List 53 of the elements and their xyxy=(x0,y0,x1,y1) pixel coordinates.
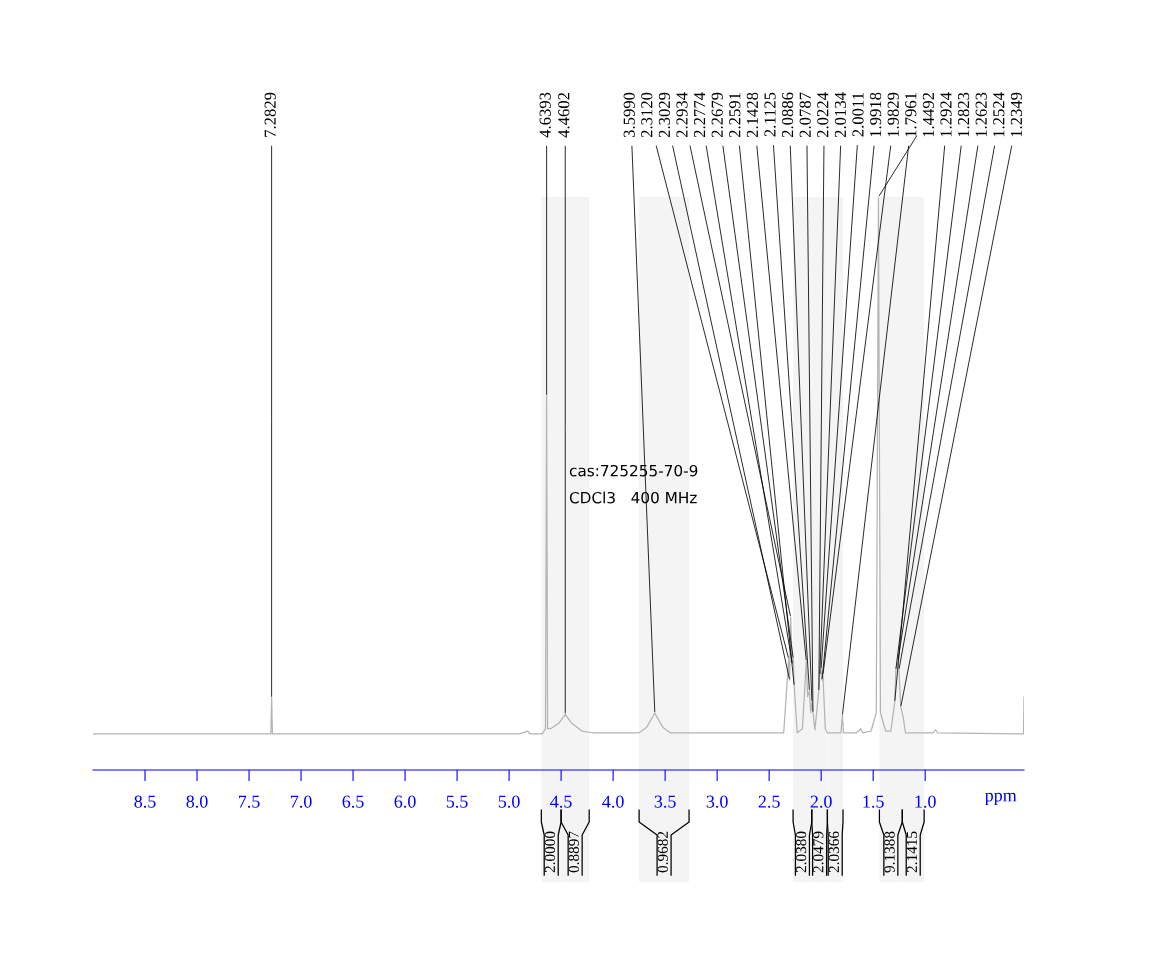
annotation: CDCl3 400 MHz xyxy=(569,491,697,504)
band-label: 2.0366 xyxy=(828,831,840,873)
annotation: 1.9829 xyxy=(887,92,899,137)
annotation: 1.2524 xyxy=(993,92,1005,137)
x-tick-label: 6.0 xyxy=(394,795,416,808)
x-tick-label: 8.0 xyxy=(186,795,208,808)
annotation: cas:725255-70-9 xyxy=(569,464,698,477)
annotation: 2.0224 xyxy=(817,92,829,138)
x-tick-label: 6.5 xyxy=(342,795,364,808)
annotation: 7.2829 xyxy=(264,92,276,137)
annotation: 1.4492 xyxy=(922,92,935,137)
x-axis-title: ppm xyxy=(984,792,1017,806)
annotation: 2.1428 xyxy=(746,92,759,138)
x-tick-label: 4.5 xyxy=(550,795,572,808)
x-tick-label: 2.5 xyxy=(758,795,780,808)
annotation: 2.1125 xyxy=(764,92,776,137)
band-label: 9.1388 xyxy=(884,831,895,873)
annotation: 1.7961 xyxy=(905,93,917,137)
annotation: 2.2934 xyxy=(676,92,688,138)
x-tick-label: 5.5 xyxy=(446,795,468,808)
annotation: 2.2679 xyxy=(711,92,723,138)
band-label: 0.9682 xyxy=(657,831,668,873)
annotation: 1.2623 xyxy=(975,92,987,137)
x-tick-label: 3.0 xyxy=(706,795,728,808)
annotation: 1.2924 xyxy=(940,92,952,137)
annotation: 3.5990 xyxy=(623,92,635,138)
annotation: 1.2349 xyxy=(1010,92,1023,137)
x-tick-label: 7.0 xyxy=(290,795,312,808)
band-label: 2.0000 xyxy=(544,831,556,873)
x-tick-label: 7.5 xyxy=(238,795,260,808)
annotation: 2.2591 xyxy=(729,93,741,138)
annotation: 2.0011 xyxy=(852,93,864,137)
annotation: 2.2774 xyxy=(694,92,706,138)
band-label: 2.1415 xyxy=(906,831,918,873)
annotation: 4.4602 xyxy=(558,92,570,138)
x-tick-label: 8.5 xyxy=(134,795,156,808)
annotation: 2.0134 xyxy=(834,92,847,138)
annotation: 2.3120 xyxy=(641,92,653,138)
annotation: 1.2823 xyxy=(957,92,970,137)
annotation: 2.0787 xyxy=(799,92,811,138)
annotation: 2.3029 xyxy=(658,92,671,138)
x-tick-label: 5.0 xyxy=(498,795,520,808)
x-tick-label: 1.0 xyxy=(915,795,936,808)
band-label: 2.0479 xyxy=(813,831,824,873)
x-tick-label: 2.0 xyxy=(810,795,832,808)
x-tick-label: 1.5 xyxy=(863,795,884,808)
band-label: 0.8897 xyxy=(568,831,580,873)
x-tick-label: 3.5 xyxy=(654,795,676,808)
annotation: 1.9918 xyxy=(869,92,882,137)
annotation: 2.0886 xyxy=(781,92,794,138)
x-tick-label: 4.0 xyxy=(602,795,624,808)
annotation: 4.6393 xyxy=(539,92,551,138)
band-label: 2.0380 xyxy=(795,831,807,873)
